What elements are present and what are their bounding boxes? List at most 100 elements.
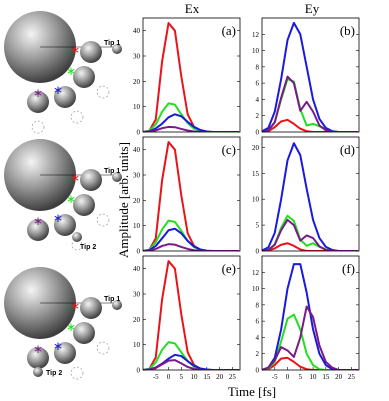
marker: ∗: [53, 83, 63, 97]
x-tick-label: 15: [203, 373, 211, 381]
empty-site: [71, 239, 83, 251]
y-tick-label: 10: [133, 103, 141, 111]
line: [262, 313, 358, 370]
line: [143, 243, 239, 251]
x-tick-label: 10: [191, 373, 199, 381]
line: [262, 263, 358, 370]
y-tick-label: 12: [252, 269, 260, 277]
marker: ∗: [66, 192, 76, 206]
plot-area: [262, 263, 358, 370]
line: [143, 125, 239, 132]
y-tick-label: 6: [256, 80, 260, 88]
y-tick-label: 0: [137, 129, 141, 137]
panel-label: (f): [342, 261, 355, 276]
x-tick-label: -5: [153, 373, 159, 381]
marker: ∗: [70, 171, 80, 185]
x-axis-label: Time [fs]: [228, 384, 276, 399]
tip-label: Tip 1: [104, 296, 120, 303]
sphere: [54, 214, 76, 236]
y-tick-label: 6: [256, 318, 260, 326]
frame: [261, 17, 360, 133]
line: [143, 22, 239, 132]
x-tick-label: 5: [299, 373, 303, 381]
panel: 0 2 4 6 8 10 12 (b): [252, 17, 360, 137]
line: [143, 359, 239, 370]
tip-label: Tip 2: [46, 370, 62, 377]
marker: ∗: [33, 214, 43, 228]
marker: ∗: [70, 43, 80, 57]
sphere: [33, 367, 43, 377]
x-tick-label: 20: [335, 373, 343, 381]
y-tick-label: 2: [256, 350, 260, 358]
empty-site: [96, 341, 110, 355]
y-tick-label: 12: [252, 31, 260, 39]
y-tick-label: 20: [252, 144, 260, 152]
y-tick-label: 10: [252, 196, 260, 204]
y-tick-label: 8: [256, 63, 260, 71]
sphere: [73, 194, 95, 216]
sphere: [27, 219, 49, 241]
tip-label: Tip 2: [80, 244, 96, 251]
sphere: [27, 91, 49, 113]
plot-area: [143, 141, 239, 251]
y-tick-label: 40: [133, 265, 141, 273]
line: [143, 260, 239, 370]
marker: ∗: [66, 320, 76, 334]
y-tick-label: 40: [133, 146, 141, 154]
y-tick-label: 20: [133, 78, 141, 86]
line: [262, 242, 358, 251]
panel-label: (e): [222, 261, 236, 276]
marker: ∗: [53, 339, 63, 353]
panel-label: (c): [222, 142, 236, 157]
line: [143, 102, 239, 132]
y-tick-label: 40: [133, 27, 141, 35]
y-tick-label: 4: [256, 334, 260, 342]
marker: ∗: [53, 211, 63, 225]
y-tick-label: 8: [256, 301, 260, 309]
y-tick-label: 2: [256, 112, 260, 120]
y-tick-label: 0: [137, 367, 141, 375]
y-tick-label: 30: [133, 53, 141, 61]
x-tick-label: 0: [167, 373, 171, 381]
panel-label: (a): [222, 23, 236, 38]
x-tick-label: 10: [310, 373, 318, 381]
y-tick-label: 20: [133, 197, 141, 205]
sphere: [73, 322, 95, 344]
line: [262, 75, 358, 132]
tip-label: Tip 1: [104, 40, 120, 47]
x-tick-label: 5: [180, 373, 184, 381]
sphere: [27, 347, 49, 369]
line: [262, 142, 358, 251]
sphere: [80, 297, 102, 319]
plot-area: [143, 260, 239, 370]
y-tick-label: 5: [256, 222, 260, 230]
y-tick-label: 4: [256, 96, 260, 104]
x-tick-label: -5: [272, 373, 278, 381]
y-tick-label: 30: [133, 291, 141, 299]
line: [262, 356, 358, 370]
sphere: [112, 44, 122, 54]
x-tick-label: 20: [216, 373, 224, 381]
y-tick-label: 10: [133, 341, 141, 349]
line: [262, 21, 358, 132]
sphere: [112, 172, 122, 182]
panel-label: (d): [340, 142, 355, 157]
y-tick-label: 10: [252, 47, 260, 55]
y-axis-label: Amplitude [arb. units]: [116, 142, 131, 258]
column-title: Ey: [305, 1, 320, 16]
tip-label: Tip 1: [104, 168, 120, 175]
line: [143, 113, 239, 132]
line: [143, 227, 239, 251]
marker: ∗: [33, 342, 43, 356]
panel: 0 2 4 6 8 10 12 -5 0 5 10 15 20 25 (f): [252, 255, 360, 381]
x-tick-label: 25: [348, 373, 356, 381]
empty-site: [96, 213, 110, 227]
sphere: [80, 41, 102, 63]
sphere: [112, 300, 122, 310]
y-tick-label: 0: [137, 248, 141, 256]
y-tick-label: 20: [133, 316, 141, 324]
frame: [142, 17, 241, 133]
